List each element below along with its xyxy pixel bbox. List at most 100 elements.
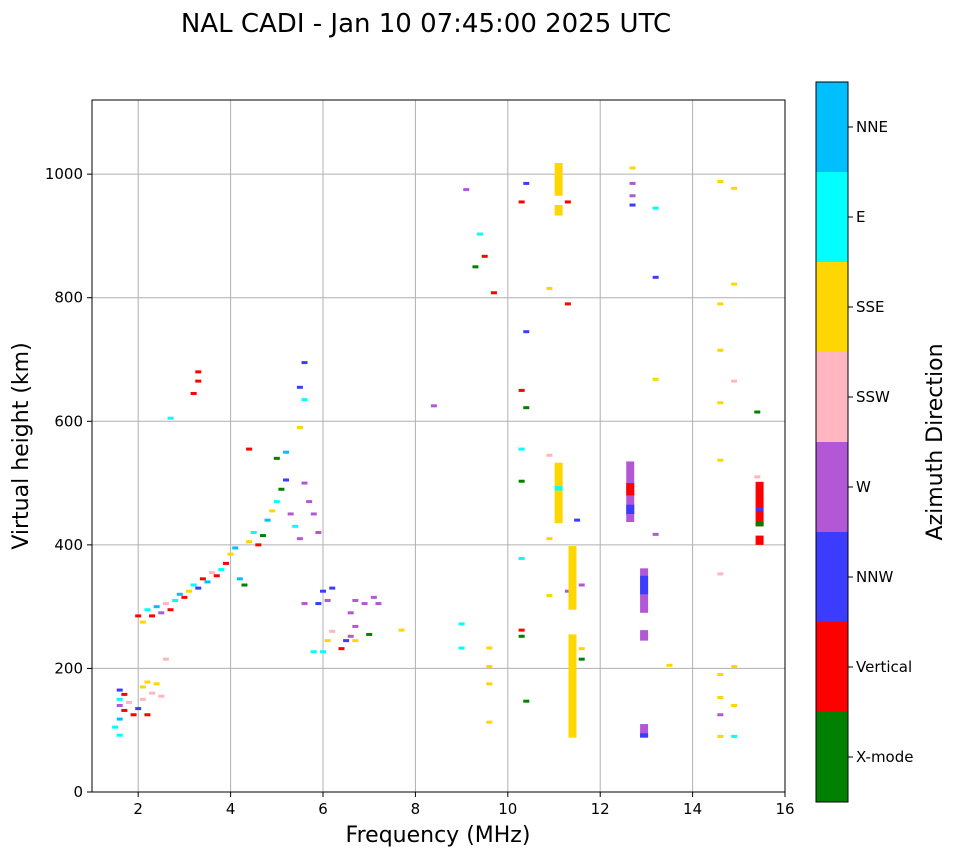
echo-band	[640, 733, 649, 738]
colorbar-label: SSW	[856, 388, 890, 406]
echo-point	[578, 657, 585, 661]
data-marks	[112, 163, 764, 738]
echo-point	[296, 385, 303, 389]
colorbar-swatch	[816, 262, 848, 352]
echo-point	[116, 697, 123, 701]
echo-point	[116, 733, 123, 737]
colorbar-swatch	[816, 442, 848, 532]
echo-point	[144, 680, 151, 684]
echo-point	[518, 628, 525, 632]
echo-point	[518, 479, 525, 483]
echo-point	[320, 650, 326, 654]
echo-point	[269, 509, 276, 513]
echo-point	[518, 388, 525, 392]
echo-point	[731, 734, 738, 738]
y-axis-label: Virtual height (km)	[9, 342, 34, 549]
x-tick-label: 8	[411, 800, 421, 818]
echo-point	[324, 639, 331, 643]
echo-point	[652, 532, 659, 536]
colorbar-swatch	[816, 622, 848, 712]
echo-point	[352, 639, 359, 643]
x-tick-label: 2	[133, 800, 143, 818]
echo-point	[546, 594, 553, 598]
echo-point	[717, 713, 724, 717]
echo-point	[523, 181, 530, 185]
echo-point	[347, 611, 354, 615]
echo-point	[361, 602, 368, 606]
echo-point	[176, 592, 183, 596]
echo-point	[158, 611, 165, 615]
y-tick-label: 200	[54, 659, 83, 677]
echo-point	[213, 574, 220, 578]
echo-point	[458, 646, 465, 650]
echo-point	[629, 203, 636, 207]
echo-point	[296, 425, 303, 429]
echo-point	[130, 713, 137, 717]
x-tick-label: 6	[318, 800, 328, 818]
echo-point	[246, 447, 253, 451]
echo-point	[717, 180, 724, 184]
echo-point	[195, 379, 202, 383]
echo-point	[717, 734, 724, 738]
echo-point	[149, 614, 156, 618]
echo-band	[755, 507, 764, 511]
echo-point	[352, 598, 359, 602]
echo-point	[546, 537, 553, 541]
echo-point	[232, 546, 239, 550]
echo-point	[370, 595, 377, 599]
x-tick-label: 16	[775, 800, 794, 818]
y-tick-label: 800	[54, 289, 83, 307]
colorbar-label: NNE	[856, 118, 888, 136]
echo-point	[518, 200, 525, 204]
echo-point	[518, 634, 525, 638]
x-tick-label: 4	[226, 800, 236, 818]
colorbar-swatch	[816, 352, 848, 442]
echo-point	[463, 188, 470, 192]
echo-point	[181, 595, 188, 599]
echo-point	[218, 568, 225, 572]
echo-point	[486, 682, 493, 686]
echo-point	[227, 552, 234, 556]
echo-point	[574, 518, 581, 522]
colorbar-frame	[815, 81, 849, 803]
colorbar-title: Azimuth Direction	[923, 343, 948, 540]
echo-point	[352, 624, 359, 628]
echo-point	[259, 534, 266, 538]
echo-point	[135, 707, 142, 711]
echo-point	[139, 620, 146, 624]
echo-point	[324, 598, 331, 602]
echo-point	[112, 725, 119, 729]
echo-point	[121, 692, 128, 696]
echo-point	[144, 608, 151, 612]
echo-point	[329, 586, 336, 590]
echo-point	[486, 720, 493, 724]
y-tick-label: 600	[54, 412, 83, 430]
echo-point	[116, 704, 123, 707]
y-tick-label: 1000	[45, 165, 83, 183]
x-tick-label: 12	[591, 800, 610, 818]
echo-point	[162, 602, 169, 606]
echo-point	[301, 398, 308, 402]
echo-point	[241, 583, 248, 587]
echo-point	[320, 589, 326, 593]
x-tick-label: 14	[683, 800, 702, 818]
echo-point	[315, 531, 322, 534]
echo-point	[116, 717, 123, 721]
echo-point	[236, 577, 243, 581]
echo-band	[554, 163, 563, 196]
echo-point	[301, 361, 308, 365]
echo-point	[278, 487, 285, 491]
echo-point	[264, 518, 271, 522]
colorbar-label: SSE	[856, 298, 885, 316]
echo-point	[186, 589, 193, 593]
echo-point	[199, 577, 206, 581]
echo-point	[546, 453, 553, 457]
echo-point	[343, 639, 350, 643]
colorbar-label: NNW	[856, 568, 893, 586]
echo-point	[472, 265, 479, 269]
colorbar-swatch	[816, 172, 848, 262]
echo-point	[139, 685, 146, 689]
echo-band	[568, 546, 577, 610]
echo-point	[135, 614, 142, 618]
